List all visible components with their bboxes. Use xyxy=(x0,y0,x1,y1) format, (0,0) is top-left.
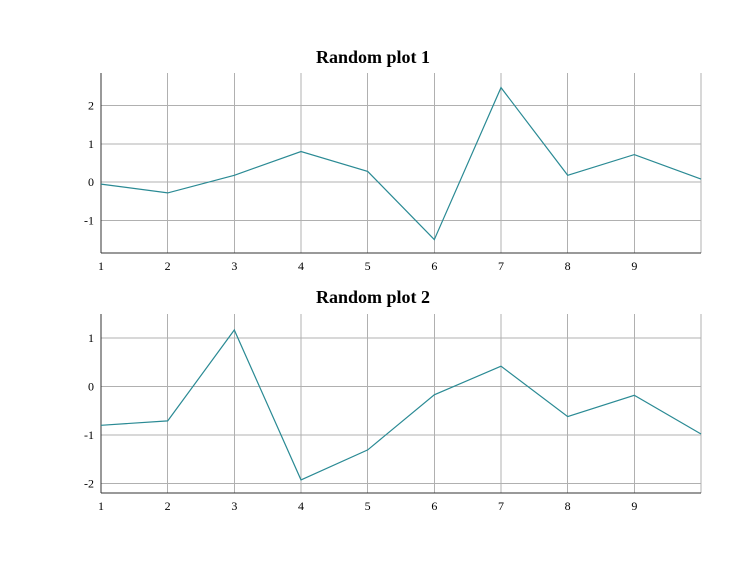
y-tick-label: 1 xyxy=(88,331,94,345)
y-tick-label: 0 xyxy=(88,380,94,394)
y-tick-label: -1 xyxy=(84,213,94,227)
y-tick-label: 2 xyxy=(88,99,94,113)
series-line xyxy=(100,328,702,481)
y-tick-label: -1 xyxy=(84,428,94,442)
x-tick-label: 8 xyxy=(565,259,571,273)
x-tick-label: 6 xyxy=(431,499,437,513)
x-tick-label: 6 xyxy=(431,259,437,273)
x-tick-label: 5 xyxy=(365,259,371,273)
x-tick-label: 1 xyxy=(98,259,104,273)
plot-title: Random plot 1 xyxy=(316,47,430,67)
x-tick-label: 5 xyxy=(365,499,371,513)
x-tick-label: 4 xyxy=(298,259,304,273)
x-tick-label: 3 xyxy=(231,499,237,513)
x-tick-label: 7 xyxy=(498,259,504,273)
x-tick-label: 2 xyxy=(165,499,171,513)
y-tick-label: -2 xyxy=(84,476,94,490)
x-tick-label: 8 xyxy=(565,499,571,513)
x-tick-label: 7 xyxy=(498,499,504,513)
series-line xyxy=(100,86,702,241)
x-tick-label: 9 xyxy=(631,499,637,513)
x-tick-label: 2 xyxy=(165,259,171,273)
y-tick-label: 0 xyxy=(88,175,94,189)
x-tick-label: 3 xyxy=(231,259,237,273)
plot-2: Random plot 2 -2 -1 0 1 1 2 3 4 5 6 7 8 9 xyxy=(84,287,702,513)
y-tick-label: 1 xyxy=(88,137,94,151)
plot-1: Random plot 1 -1 0 1 2 1 2 3 4 5 6 7 8 9 xyxy=(84,47,702,273)
x-tick-label: 9 xyxy=(631,259,637,273)
x-tick-label: 1 xyxy=(98,499,104,513)
x-tick-label: 4 xyxy=(298,499,304,513)
plot-title: Random plot 2 xyxy=(316,287,430,307)
